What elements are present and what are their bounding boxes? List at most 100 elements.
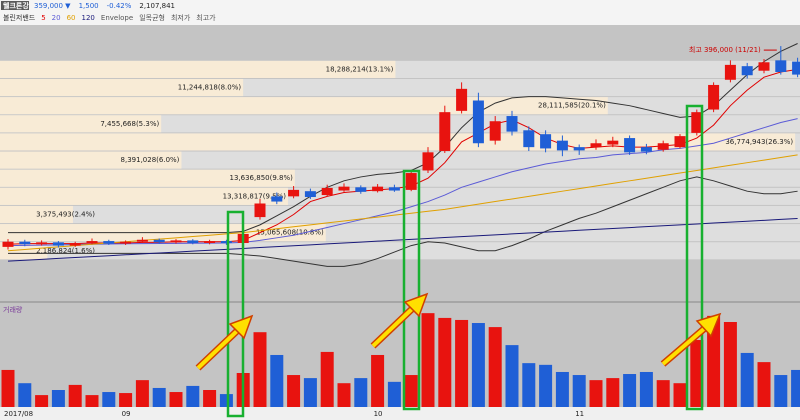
- candle-body: [456, 88, 468, 111]
- candle-body: [338, 186, 350, 191]
- x-tick-label: 2017/08: [4, 410, 33, 418]
- highlight-box: [226, 210, 245, 418]
- candle-body: [523, 130, 535, 148]
- volume-bar: [673, 383, 687, 407]
- volume-layer: [1, 313, 800, 407]
- candle-body: [254, 203, 266, 218]
- volume-bar: [488, 327, 502, 407]
- volume-bar: [639, 371, 653, 407]
- candle-body: [388, 187, 400, 191]
- candle-body: [220, 241, 232, 243]
- x-tick-label: 10: [374, 410, 383, 418]
- candle-body: [792, 61, 800, 75]
- profile-bar: [0, 115, 162, 133]
- profile-bar: [0, 151, 182, 169]
- x-tick-label: 09: [122, 410, 131, 418]
- candle-body: [758, 62, 770, 71]
- profile-row: [0, 242, 800, 260]
- volume-bar: [623, 374, 637, 407]
- volume-bar: [287, 375, 301, 407]
- volume-bar: [35, 395, 49, 407]
- volume-bar: [774, 375, 788, 407]
- candle-body: [288, 189, 300, 197]
- indicator-label: 최고가: [196, 13, 216, 22]
- legend-entry: 60: [67, 14, 76, 22]
- candle-body: [19, 241, 31, 245]
- profile-bar: [0, 60, 396, 78]
- profile-label: 15,065,608(10.8%): [256, 229, 324, 237]
- profile-label: 28,111,585(20.1%): [538, 102, 606, 110]
- volume-bar: [371, 354, 385, 407]
- volume-bar: [404, 375, 418, 407]
- profile-bar: [0, 205, 73, 224]
- candle-body: [590, 143, 602, 148]
- arrow: [660, 312, 722, 367]
- candle-body: [640, 147, 652, 152]
- candle-body: [355, 187, 367, 192]
- volume-bar: [270, 354, 284, 407]
- arrow: [370, 292, 429, 349]
- volume-bar: [555, 371, 569, 407]
- volume-bar: [320, 351, 334, 407]
- quote-item: 359,000 ▼: [34, 2, 71, 10]
- date-axis: [0, 407, 800, 420]
- arrow-shaft: [371, 306, 415, 348]
- legend-entry: 120: [82, 14, 95, 22]
- volume-bar: [303, 378, 317, 407]
- volume-bar: [606, 378, 620, 407]
- volume-bar: [572, 375, 586, 407]
- quote-item: 2,107,841: [139, 2, 175, 10]
- candle-body: [187, 240, 199, 243]
- volume-bar: [119, 393, 133, 407]
- candle-body: [136, 239, 148, 242]
- candle-body: [472, 100, 484, 144]
- candle-body: [86, 241, 98, 243]
- volume-bar: [354, 378, 368, 407]
- indicator-label: Envelope: [101, 14, 133, 22]
- candle-body: [321, 187, 333, 196]
- profile-bar: [0, 187, 288, 205]
- volume-bar: [656, 380, 670, 407]
- volume-bar: [723, 322, 737, 407]
- candle-body: [204, 241, 216, 243]
- arrow-head: [403, 292, 429, 318]
- legend-entry: 5: [41, 14, 45, 22]
- volume-bar: [740, 352, 754, 407]
- arrows: [195, 292, 722, 371]
- candle-body: [674, 136, 686, 148]
- profile-bar: [0, 78, 244, 97]
- volume-bar: [337, 383, 351, 407]
- volume-bar: [387, 381, 401, 407]
- volume-bar: [68, 384, 82, 407]
- highlight-box: [685, 104, 704, 411]
- candle-body: [741, 66, 753, 76]
- quote-item: 1,500: [79, 2, 99, 10]
- candle-body: [103, 241, 115, 244]
- indicator-label: 일목균형: [139, 13, 165, 22]
- profile-label: 36,774,943(26.3%): [725, 138, 793, 146]
- volume-bar: [203, 390, 217, 407]
- volume-bar: [707, 315, 721, 407]
- legend-entry: 20: [52, 14, 61, 22]
- volume-bar: [219, 394, 233, 407]
- title: 웰크론강: [3, 1, 29, 10]
- volume-bar: [522, 363, 536, 407]
- candle-body: [708, 84, 720, 110]
- profile-label: 3,375,493(2.4%): [36, 211, 95, 219]
- candle-body: [271, 196, 283, 202]
- candle-body: [405, 173, 417, 190]
- candle-body: [439, 112, 451, 152]
- volume-bar: [539, 364, 553, 407]
- profile-label: 7,455,668(5.3%): [100, 120, 159, 128]
- header-bg: [0, 0, 800, 25]
- profile-label: 2,186,824(1.6%): [36, 247, 95, 255]
- volume-bar: [455, 319, 469, 407]
- candle-body: [540, 134, 552, 149]
- candles-layer: [2, 46, 800, 250]
- candle-body: [69, 243, 81, 246]
- arrow-head: [228, 314, 254, 340]
- volume-bar: [169, 392, 183, 407]
- candle-body: [506, 116, 518, 132]
- candle-body: [624, 138, 636, 153]
- candle-body: [170, 240, 182, 243]
